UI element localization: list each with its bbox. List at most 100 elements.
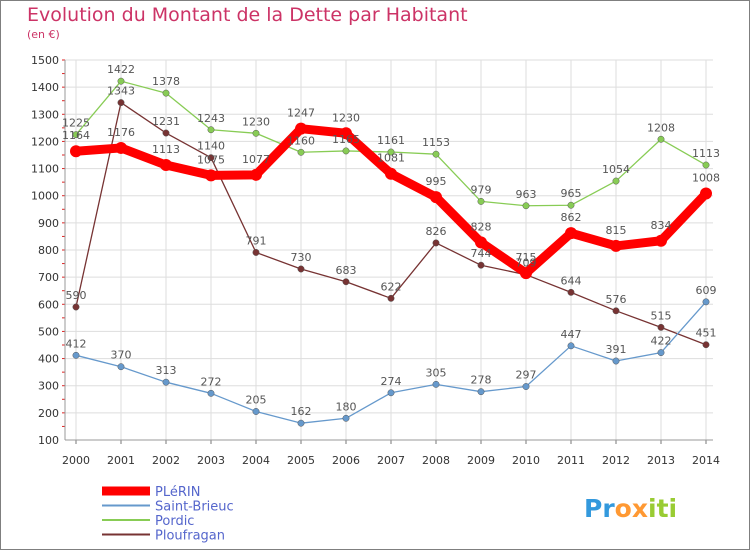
data-label: 644 xyxy=(561,274,582,287)
legend-label: PLéRIN xyxy=(155,485,200,500)
data-point xyxy=(252,408,260,415)
data-point xyxy=(702,298,710,306)
logo-letter: o xyxy=(615,494,632,523)
data-label: 1176 xyxy=(107,126,135,139)
x-tick-label: 2012 xyxy=(602,454,630,467)
axes: 1002003004005006007008009001000110012001… xyxy=(31,54,720,467)
data-label: 297 xyxy=(516,369,537,382)
data-label: 1140 xyxy=(197,140,225,153)
data-label: 979 xyxy=(471,183,492,196)
data-label: 622 xyxy=(381,280,402,293)
x-tick-label: 2002 xyxy=(152,454,180,467)
data-label: 180 xyxy=(336,400,357,413)
data-label: 826 xyxy=(426,225,447,238)
data-point xyxy=(70,145,82,158)
x-tick-label: 2005 xyxy=(287,454,315,467)
data-label: 451 xyxy=(696,327,717,340)
logo-letter: t xyxy=(657,494,669,523)
data-label: 1054 xyxy=(602,163,630,176)
data-point xyxy=(477,197,485,205)
data-point xyxy=(250,168,262,181)
y-tick-label: 500 xyxy=(38,325,59,338)
data-label: 1153 xyxy=(422,136,450,149)
data-label: 1343 xyxy=(107,85,135,98)
data-point xyxy=(475,236,487,249)
data-label: 370 xyxy=(111,349,132,362)
data-point xyxy=(657,135,665,143)
y-tick-label: 100 xyxy=(38,434,59,447)
data-point xyxy=(117,363,125,371)
data-point xyxy=(72,131,80,139)
proxiti-logo: Proxiti xyxy=(584,494,677,523)
data-point xyxy=(340,127,352,140)
logo-letter: i xyxy=(648,494,657,523)
data-label: 965 xyxy=(561,187,582,200)
logo-letter: P xyxy=(584,494,602,523)
y-tick-label: 700 xyxy=(38,271,59,284)
data-point xyxy=(252,248,260,256)
data-point xyxy=(520,267,532,280)
x-tick-label: 2013 xyxy=(647,454,675,467)
data-label: 576 xyxy=(606,293,627,306)
legend-label: Pordic xyxy=(155,514,194,529)
y-tick-label: 900 xyxy=(38,217,59,230)
data-point xyxy=(702,341,710,349)
data-label: 305 xyxy=(426,366,447,379)
data-label: 278 xyxy=(471,374,492,387)
proxiti-logo-text: Proxiti xyxy=(584,494,677,523)
x-tick-label: 2004 xyxy=(242,454,270,467)
y-tick-label: 800 xyxy=(38,244,59,257)
y-tick-label: 1300 xyxy=(31,108,59,121)
x-tick-label: 2001 xyxy=(107,454,135,467)
data-point xyxy=(567,342,575,350)
data-point xyxy=(115,141,127,154)
data-label: 1008 xyxy=(692,172,720,185)
data-point xyxy=(477,261,485,269)
x-tick-label: 2006 xyxy=(332,454,360,467)
data-point xyxy=(385,167,397,180)
data-point xyxy=(162,129,170,137)
y-tick-label: 600 xyxy=(38,298,59,311)
data-labels: 1225 1422 1378 1243 1230 1160 1165 1161 1153 979 9… xyxy=(62,63,720,418)
logo-letter: r xyxy=(602,494,615,523)
x-tick-label: 2011 xyxy=(557,454,585,467)
data-label: 963 xyxy=(516,188,537,201)
y-tick-label: 200 xyxy=(38,407,59,420)
data-label: 1160 xyxy=(287,134,315,147)
data-point xyxy=(207,389,215,397)
data-label: 862 xyxy=(561,211,582,224)
data-point xyxy=(207,154,215,162)
legend-label: Saint-Brieuc xyxy=(155,500,234,515)
data-point xyxy=(567,288,575,296)
data-point xyxy=(432,150,440,158)
y-tick-label: 1000 xyxy=(31,190,59,203)
data-point xyxy=(655,234,667,247)
data-point xyxy=(522,383,530,390)
data-point xyxy=(72,303,80,311)
data-point xyxy=(162,378,170,386)
data-label: 815 xyxy=(606,224,627,237)
data-point xyxy=(117,99,125,107)
data-label: 391 xyxy=(606,343,627,356)
data-point xyxy=(612,307,620,315)
data-point xyxy=(207,126,215,134)
data-label: 1422 xyxy=(107,63,135,76)
data-label: 1113 xyxy=(692,147,720,160)
data-label: 1075 xyxy=(197,153,225,166)
data-label: 744 xyxy=(471,247,492,260)
data-point xyxy=(342,414,350,422)
data-label: 1164 xyxy=(62,129,90,142)
data-label: 274 xyxy=(381,375,402,388)
data-label: 205 xyxy=(246,394,267,407)
y-tick-label: 1100 xyxy=(31,163,59,176)
data-point xyxy=(387,148,395,156)
logo-letter: i xyxy=(669,494,678,523)
x-tick-label: 2000 xyxy=(62,454,90,467)
data-label: 422 xyxy=(651,335,672,348)
data-label: 1231 xyxy=(152,115,180,128)
data-point xyxy=(432,239,440,247)
data-label: 1077 xyxy=(242,153,270,166)
data-label: 1165 xyxy=(332,133,360,146)
x-tick-label: 2008 xyxy=(422,454,450,467)
